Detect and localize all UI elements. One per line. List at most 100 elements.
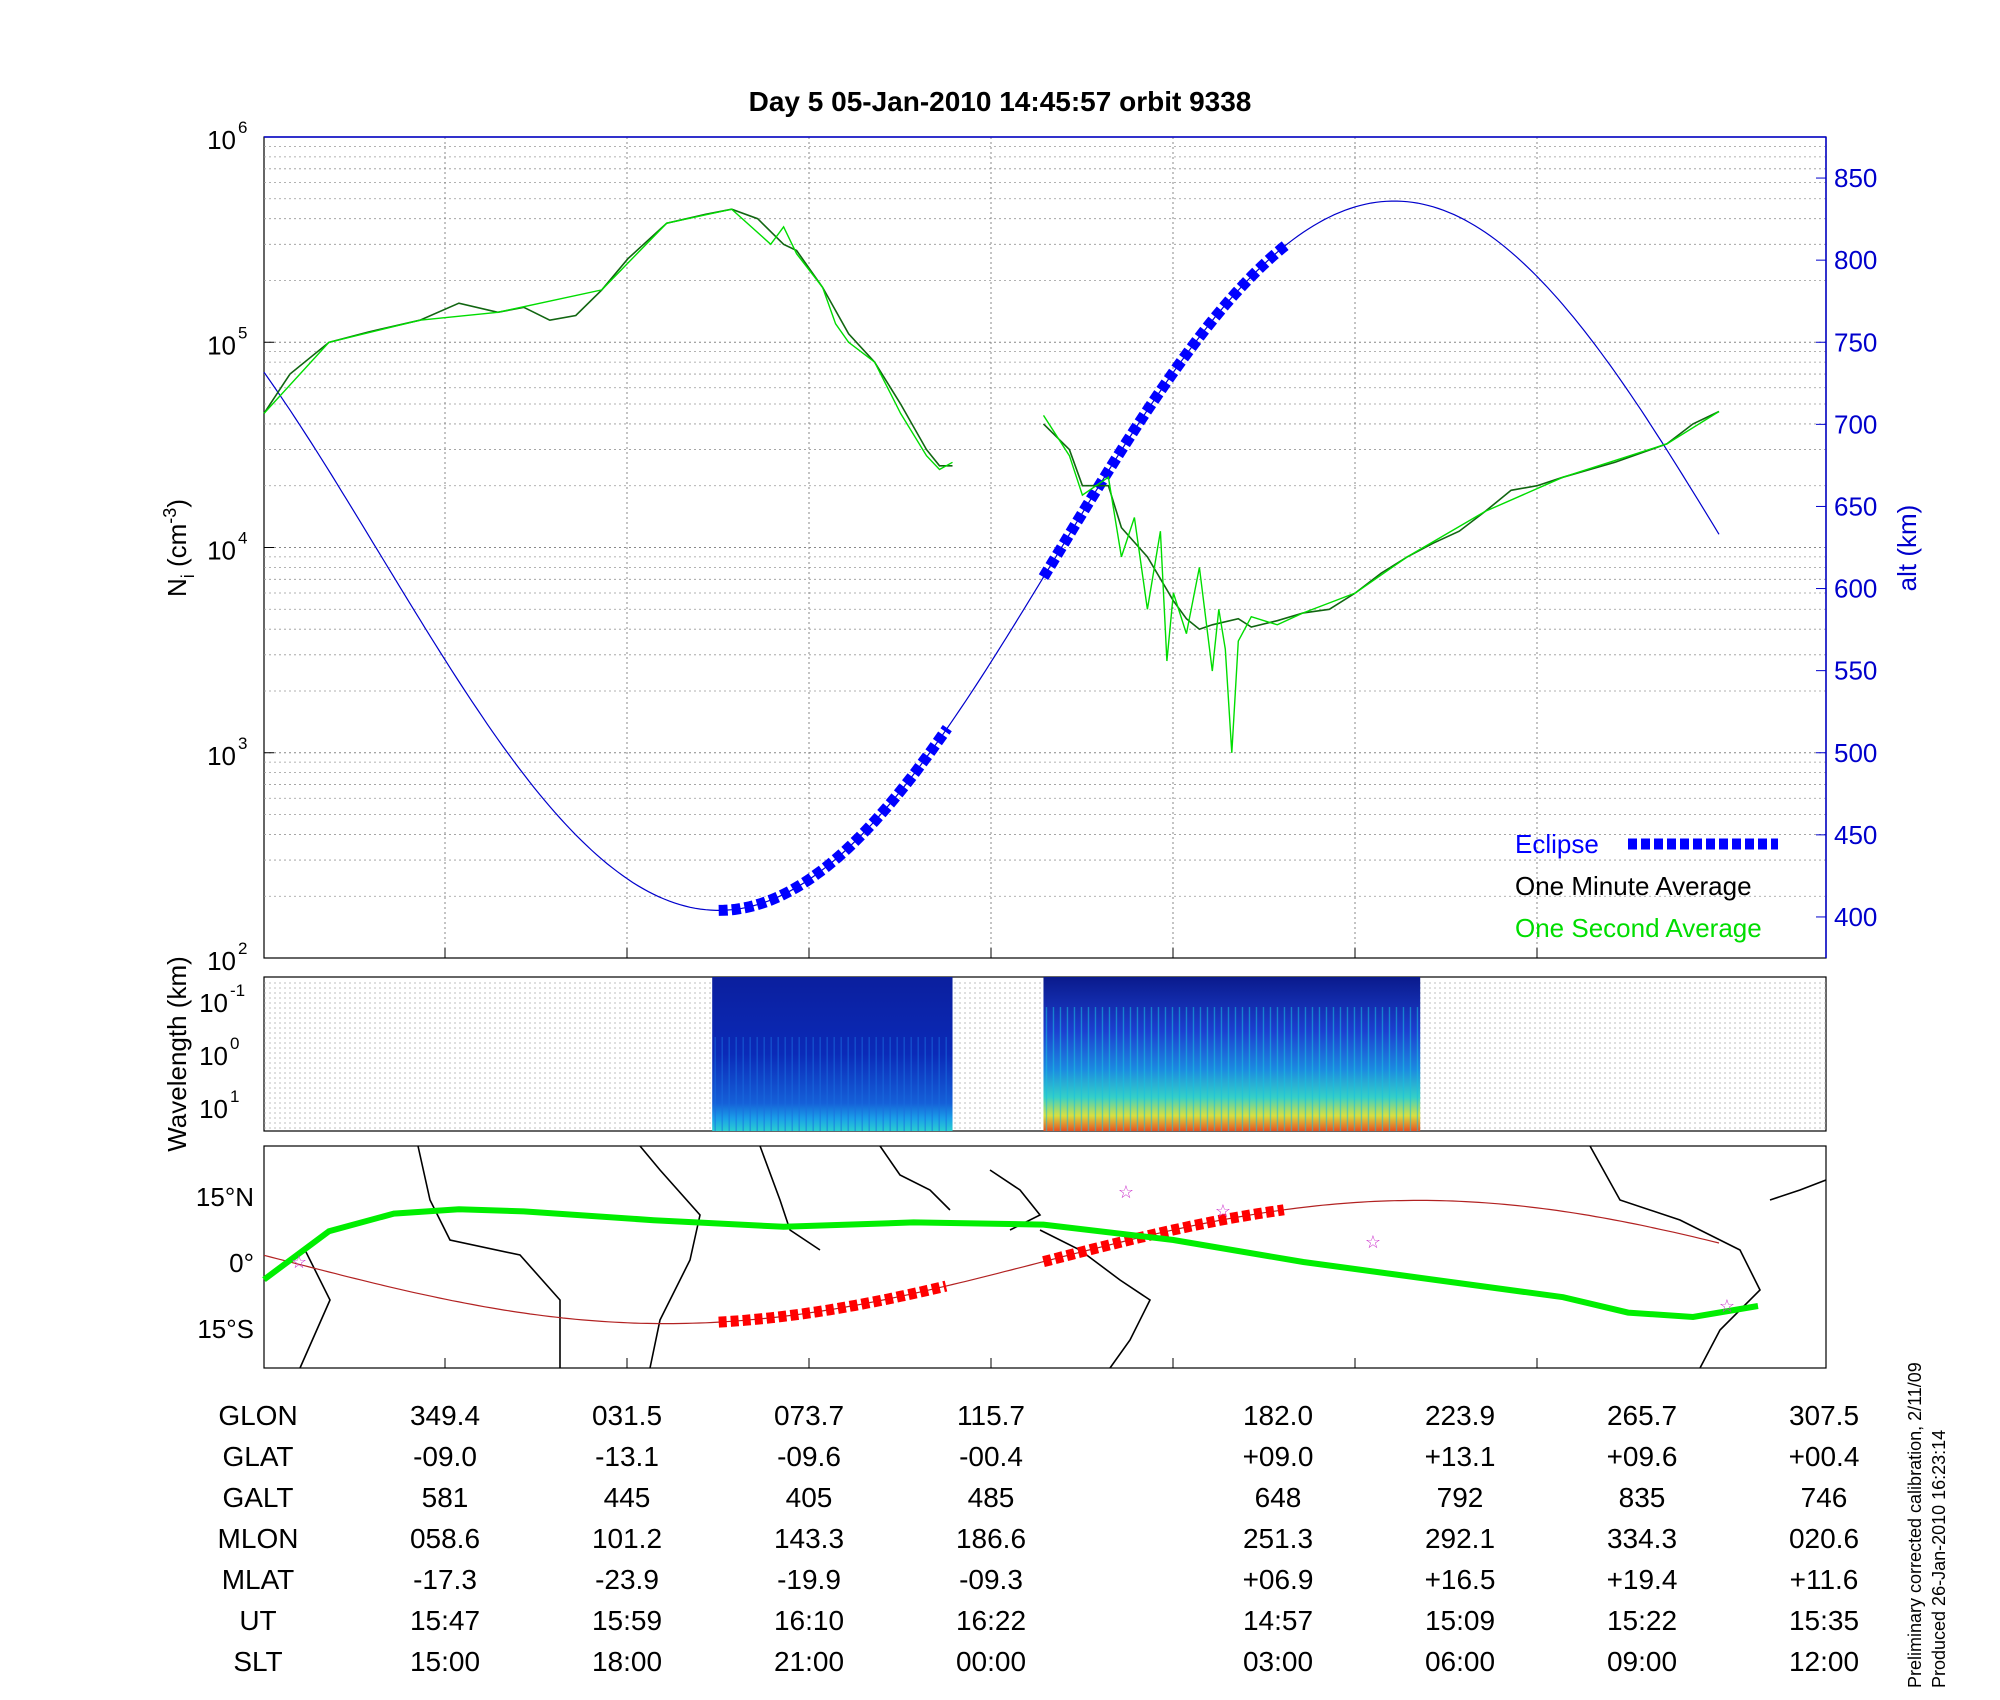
- table-cell: +13.1: [1424, 1441, 1496, 1472]
- station-star-icon: ☆: [1118, 1182, 1134, 1202]
- table-row-label: MLAT: [221, 1564, 295, 1595]
- y-tick-label: 10: [207, 125, 236, 155]
- alt-tick-label: 750: [1834, 327, 1877, 357]
- table-cell: -09.6: [777, 1441, 841, 1472]
- y-tick-exponent: 5: [238, 323, 247, 342]
- table-cell: 223.9: [1424, 1400, 1496, 1431]
- table-cell: 16:10: [773, 1605, 845, 1636]
- wavelength-tick-exp: 0: [230, 1034, 239, 1053]
- latitude-tick-label: 15°N: [196, 1182, 254, 1212]
- y-tick-label: 10: [207, 330, 236, 360]
- coastline: [1769, 1179, 1827, 1201]
- table-cell: 15:22: [1606, 1605, 1678, 1636]
- coastline: [1589, 1145, 1761, 1369]
- table-row-label: GALT: [222, 1482, 294, 1513]
- eclipse-track-segment: [1042, 1204, 1285, 1267]
- alt-tick-label: 800: [1834, 245, 1877, 275]
- one-minute-line: [1042, 410, 1720, 631]
- map-panel: 15°N 0° 15°S ☆ ☆ ☆ ☆ ☆: [196, 1145, 1827, 1369]
- altitude-line: [263, 200, 1720, 911]
- table-cell: +11.6: [1789, 1564, 1859, 1595]
- table-cell: 18:00: [591, 1646, 663, 1677]
- wavelength-tick-label: 10: [199, 1041, 228, 1071]
- alt-tick-label: 700: [1834, 409, 1877, 439]
- legend-eclipse: Eclipse: [1515, 829, 1599, 859]
- spectrogram-block: [712, 977, 953, 1131]
- alt-tick-label: 500: [1834, 738, 1877, 768]
- table-row-label: GLAT: [222, 1441, 294, 1472]
- latitude-tick-label: 0°: [229, 1248, 254, 1278]
- alt-axis-label: alt (km): [1892, 505, 1922, 592]
- y-tick-exponent: 3: [238, 734, 247, 753]
- chart-title: Day 5 05-Jan-2010 14:45:57 orbit 9338: [748, 86, 1252, 117]
- table-cell: 182.0: [1242, 1400, 1314, 1431]
- legend-second: One Second Average: [1515, 913, 1762, 943]
- y-tick-exponent: 6: [238, 118, 247, 137]
- table-cell: -19.9: [777, 1564, 841, 1595]
- wavelength-tick-exp: -1: [230, 981, 245, 1000]
- table-cell: 020.6: [1788, 1523, 1860, 1554]
- alt-tick-label: 600: [1834, 574, 1877, 604]
- legend-minute: One Minute Average: [1515, 871, 1752, 901]
- table-cell: 115.7: [957, 1400, 1025, 1431]
- eclipse-segment: [718, 724, 952, 916]
- table-cell: -00.4: [959, 1441, 1023, 1472]
- table-row-label: UT: [239, 1605, 277, 1636]
- alt-tick-label: 450: [1834, 820, 1877, 850]
- table-cell: +00.4: [1788, 1441, 1860, 1472]
- station-star-icon: ☆: [1215, 1201, 1231, 1221]
- one-second-line: [263, 208, 953, 471]
- coastline: [879, 1145, 951, 1211]
- y-tick-exponent: 4: [238, 529, 247, 548]
- eclipse-track-segment: [718, 1280, 948, 1328]
- table-cell: 792: [1436, 1482, 1484, 1513]
- alt-tick-label: 550: [1834, 656, 1877, 686]
- station-star-icon: ☆: [1365, 1232, 1381, 1252]
- y-tick-label: 10: [207, 741, 236, 771]
- table-cell: 14:57: [1242, 1605, 1314, 1636]
- table-cell: 031.5: [591, 1400, 663, 1431]
- table-cell: 06:00: [1424, 1646, 1496, 1677]
- table-cell: 058.6: [409, 1523, 481, 1554]
- coastline: [639, 1145, 701, 1369]
- table-cell: -17.3: [413, 1564, 477, 1595]
- table-cell: 143.3: [773, 1523, 845, 1554]
- y-tick-exponent: 2: [238, 939, 247, 958]
- calibration-note: Preliminary corrected calibration, 2/11/…: [1905, 1362, 1925, 1688]
- table-cell: 15:47: [409, 1605, 481, 1636]
- table-cell: 09:00: [1606, 1646, 1678, 1677]
- coastline: [417, 1145, 561, 1368]
- station-star-icon: ☆: [1719, 1296, 1735, 1316]
- table-cell: 349.4: [409, 1400, 481, 1431]
- table-cell: 15:35: [1788, 1605, 1860, 1636]
- station-star-icon: ☆: [291, 1252, 307, 1272]
- table-cell: +19.4: [1606, 1564, 1678, 1595]
- alt-tick-label: 650: [1834, 491, 1877, 521]
- table-cell: 581: [421, 1482, 469, 1513]
- table-cell: 485: [967, 1482, 1015, 1513]
- one-second-line: [1042, 410, 1720, 753]
- y-axis-label: Ni (cm-3): [160, 499, 198, 597]
- table-cell: +16.5: [1424, 1564, 1496, 1595]
- table-cell: 746: [1800, 1482, 1848, 1513]
- table-cell: +09.6: [1606, 1441, 1678, 1472]
- legend: Eclipse One Minute Average One Second Aver…: [1515, 829, 1778, 943]
- y-tick-label: 10: [207, 946, 236, 976]
- table-cell: 186.6: [955, 1523, 1027, 1554]
- coastline: [299, 1249, 331, 1369]
- table-cell: +09.0: [1242, 1441, 1314, 1472]
- table-cell: 073.7: [773, 1400, 845, 1431]
- table-cell: 15:09: [1424, 1605, 1496, 1636]
- y-tick-label: 10: [207, 536, 236, 566]
- table-cell: 648: [1254, 1482, 1302, 1513]
- table-cell: -09.0: [413, 1441, 477, 1472]
- table-cell: 405: [785, 1482, 833, 1513]
- alt-tick-label: 850: [1834, 163, 1877, 193]
- eclipse-segment: [1038, 239, 1292, 580]
- table-cell: 307.5: [1788, 1400, 1860, 1431]
- latitude-tick-label: 15°S: [197, 1314, 254, 1344]
- spectrogram-block: [1043, 977, 1421, 1131]
